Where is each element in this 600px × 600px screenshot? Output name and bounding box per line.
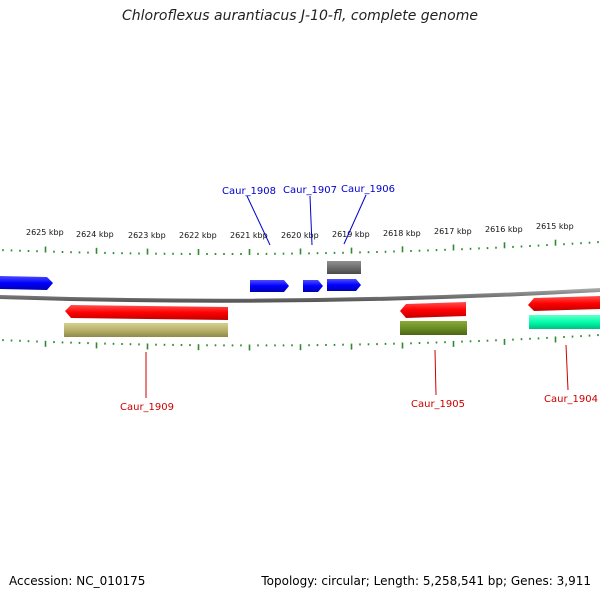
feature-Caur_1905[interactable] xyxy=(400,302,466,318)
lower-tick-ruler xyxy=(2,334,599,351)
gene-label-Caur_1904[interactable]: Caur_1904 xyxy=(544,394,598,405)
gene-label-Caur_1905[interactable]: Caur_1905 xyxy=(411,399,465,410)
leader-line-Caur_1904 xyxy=(565,344,569,391)
ruler-label-2624: 2624 kbp xyxy=(76,230,114,239)
feature-Caur_1908[interactable] xyxy=(250,280,289,292)
ruler-label-2623: 2623 kbp xyxy=(128,231,166,240)
accession-text: Accession: NC_010175 xyxy=(9,574,146,588)
top-gene-labels: Caur_1908 Caur_1907 Caur_1906 xyxy=(222,184,395,246)
ruler-label-2618: 2618 kbp xyxy=(383,229,421,238)
gene-label-Caur_1906[interactable]: Caur_1906 xyxy=(341,184,395,195)
leader-line-Caur_1905 xyxy=(434,349,437,396)
feature-olive-block[interactable] xyxy=(400,321,467,335)
feature-teal-block[interactable] xyxy=(529,315,600,329)
ruler-label-2619: 2619 kbp xyxy=(332,230,370,239)
bottom-gene-labels: Caur_1909 Caur_1905 Caur_1904 xyxy=(120,344,598,413)
map-title: Chloroflexus aurantiacus J-10-fl, comple… xyxy=(122,8,478,24)
topology-text: Topology: circular; Length: 5,258,541 bp… xyxy=(261,574,591,588)
feature-Caur_1907[interactable] xyxy=(303,280,323,292)
ruler-label-2621: 2621 kbp xyxy=(230,231,268,240)
feature-Caur_1904[interactable] xyxy=(528,296,600,311)
gene-label-Caur_1908[interactable]: Caur_1908 xyxy=(222,186,276,197)
ruler-label-2625: 2625 kbp xyxy=(26,228,64,237)
ruler-label-2620: 2620 kbp xyxy=(281,231,319,240)
ruler-label-2615: 2615 kbp xyxy=(536,222,574,231)
leader-line-Caur_1907 xyxy=(309,195,313,246)
ruler-labels: 2625 kbp 2624 kbp 2623 kbp 2622 kbp 2621… xyxy=(26,222,574,240)
leader-line-Caur_1906 xyxy=(343,194,367,245)
ruler-label-2622: 2622 kbp xyxy=(179,231,217,240)
feature-tan-block[interactable] xyxy=(64,323,228,337)
upper-tick-ruler xyxy=(2,239,599,255)
feature-left-blue[interactable] xyxy=(0,276,53,290)
top-strand-features xyxy=(0,261,361,292)
feature-Caur_1909[interactable] xyxy=(65,305,228,320)
bottom-strand-features xyxy=(64,296,600,337)
gene-label-Caur_1909[interactable]: Caur_1909 xyxy=(120,402,174,413)
feature-gray-block[interactable] xyxy=(327,261,361,274)
ruler-label-2616: 2616 kbp xyxy=(485,225,523,234)
feature-Caur_1906[interactable] xyxy=(327,279,361,291)
ruler-label-2617: 2617 kbp xyxy=(434,227,472,236)
gene-label-Caur_1907[interactable]: Caur_1907 xyxy=(283,185,337,196)
leader-line-Caur_1908 xyxy=(246,195,271,246)
genome-backbone xyxy=(0,288,600,303)
